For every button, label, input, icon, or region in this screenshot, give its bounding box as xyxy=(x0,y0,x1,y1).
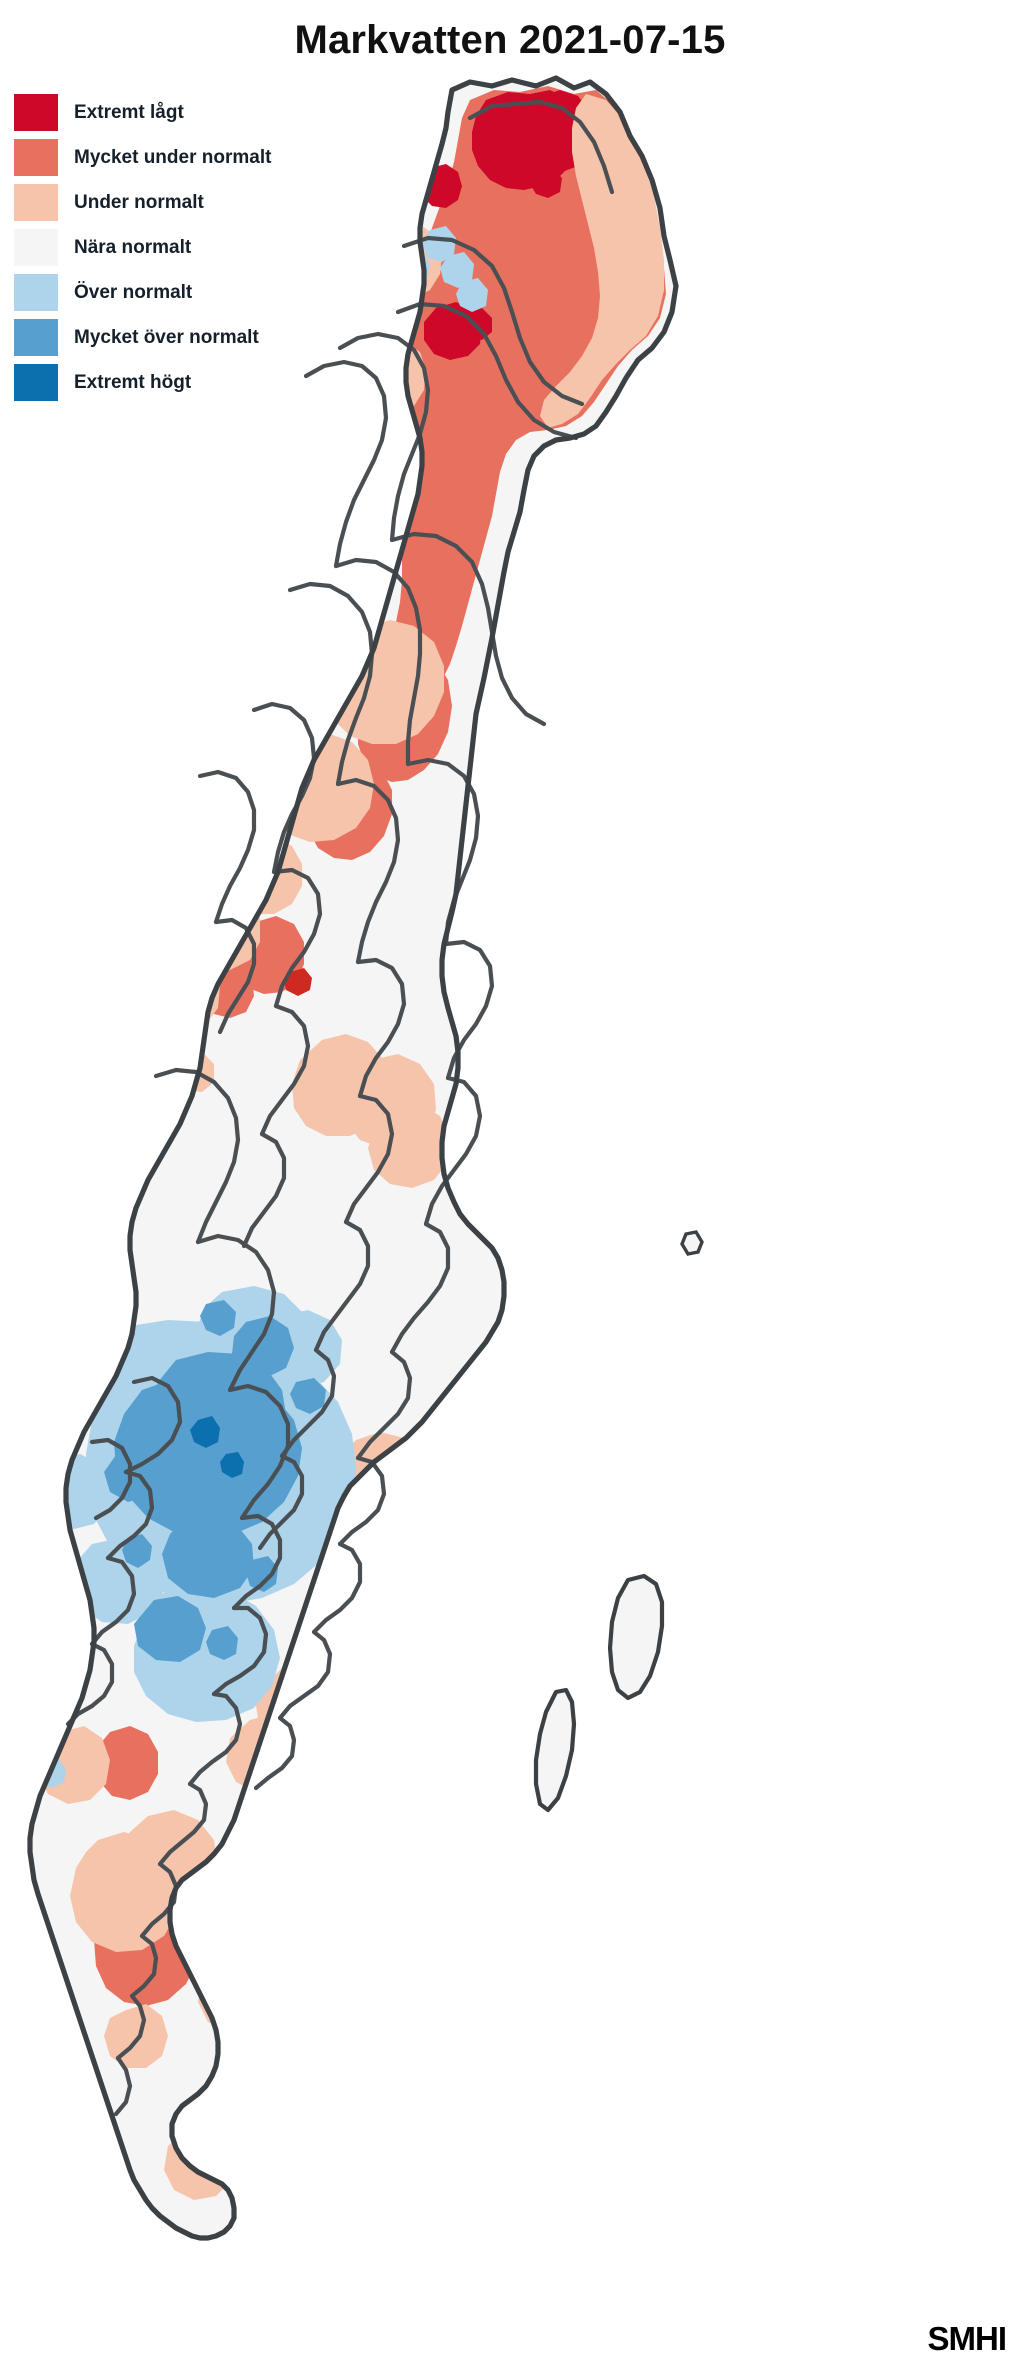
legend-swatch-mycket-over-normalt xyxy=(14,319,58,356)
legend-label-extremt-lagt: Extremt lågt xyxy=(74,101,184,123)
legend-item-mycket-under-normalt: Mycket under normalt xyxy=(14,135,271,180)
region-mycket-over-normalt xyxy=(104,1300,326,1662)
legend-item-mycket-over-normalt: Mycket över normalt xyxy=(14,315,271,360)
legend-swatch-mycket-under-normalt xyxy=(14,139,58,176)
legend-label-mycket-over-normalt: Mycket över normalt xyxy=(74,326,259,348)
legend-item-extremt-hogt: Extremt högt xyxy=(14,360,271,405)
legend: Extremt lågt Mycket under normalt Under … xyxy=(14,90,271,405)
smhi-logo: SMHI xyxy=(927,2320,1007,2357)
legend-label-nara-normalt: Nära normalt xyxy=(74,236,192,258)
legend-item-extremt-lagt: Extremt lågt xyxy=(14,90,271,135)
legend-item-under-normalt: Under normalt xyxy=(14,180,271,225)
island-small-baltic xyxy=(680,1230,704,1256)
island-oland xyxy=(533,1687,577,1813)
legend-item-nara-normalt: Nära normalt xyxy=(14,225,271,270)
legend-label-under-normalt: Under normalt xyxy=(74,191,204,213)
sweden-border xyxy=(27,75,679,2241)
legend-swatch-nara-normalt xyxy=(14,229,58,266)
legend-label-extremt-hogt: Extremt högt xyxy=(74,371,192,393)
legend-swatch-over-normalt xyxy=(14,274,58,311)
legend-label-mycket-under-normalt: Mycket under normalt xyxy=(74,146,272,168)
legend-swatch-under-normalt xyxy=(14,184,58,221)
page-title: Markvatten 2021-07-15 xyxy=(294,18,726,62)
map-canvas xyxy=(0,60,1020,2310)
legend-item-over-normalt: Över normalt xyxy=(14,270,271,315)
legend-swatch-extremt-lagt xyxy=(14,94,58,131)
region-extremt-hogt xyxy=(190,1416,244,1478)
sweden-soil-water-map xyxy=(27,75,704,2241)
legend-swatch-extremt-hogt xyxy=(14,364,58,401)
legend-label-over-normalt: Över normalt xyxy=(74,281,193,303)
island-gotland xyxy=(607,1573,665,1701)
